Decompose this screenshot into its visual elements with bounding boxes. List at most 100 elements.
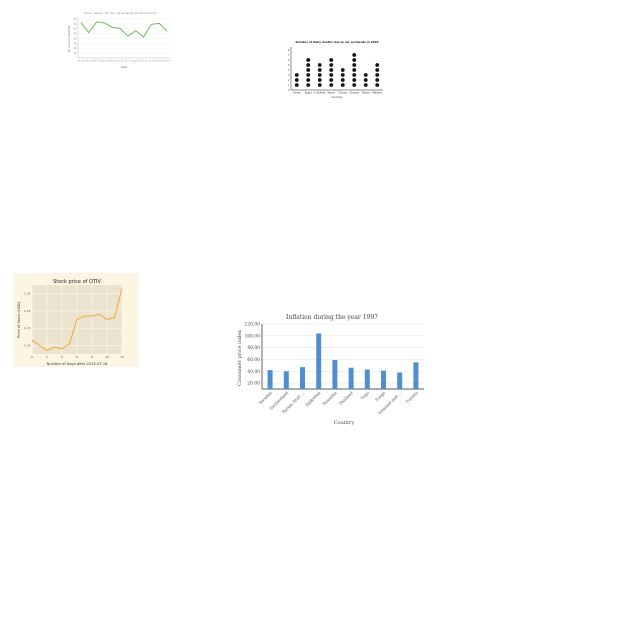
dot-3-1	[329, 83, 334, 87]
x-tick-label: Sweden	[258, 390, 273, 405]
x-tick-label: Apr-13	[101, 60, 108, 63]
y-tick-label: 3	[288, 74, 290, 77]
y-tick-label: 7	[288, 54, 290, 57]
dot-6-2	[363, 78, 368, 82]
y-tick-label: 2	[288, 79, 290, 82]
dot-6-3	[363, 73, 368, 77]
y-tick-label: 1.35	[24, 292, 31, 296]
x-axis-label: Number of Days after 2013-07-18	[47, 362, 109, 366]
y-tick-label: 70	[73, 23, 77, 26]
bar-6	[364, 369, 370, 389]
x-tick-label: Kenya	[328, 92, 336, 95]
x-tick-label: May-13	[109, 61, 117, 63]
dot-1-1	[306, 83, 311, 87]
x-tick-label: Tanzania	[321, 390, 338, 407]
y-tick-label: 50	[73, 33, 77, 36]
dot-0-3	[294, 73, 299, 77]
dot-2-4	[317, 68, 322, 72]
chart-inflation: Inflation during the year 1997 Country Con…	[234, 310, 430, 430]
x-tick-label: Oct-13	[148, 60, 155, 63]
dot-2-5	[317, 63, 322, 67]
dot-1-3	[306, 73, 311, 77]
x-tick-label: Thailand	[338, 390, 354, 406]
dot-7-4	[375, 68, 380, 72]
bar-8	[397, 372, 403, 389]
x-tick-label: 0	[31, 355, 33, 359]
y-tick-label: 1.15	[24, 326, 31, 330]
dot-5-5	[352, 63, 357, 67]
x-tick-label: 4	[61, 355, 63, 359]
x-tick-label: Tajikistan	[304, 390, 322, 408]
dot-1-5	[306, 63, 311, 67]
x-tick-label: Guyana	[350, 92, 360, 95]
x-tick-label: Jun-13	[116, 61, 124, 63]
dot-3-3	[329, 73, 334, 77]
chart-inflation-svg: Inflation during the year 1997 Country Con…	[237, 314, 424, 426]
bar-3	[316, 333, 322, 389]
chart-stock-price-svg: Stock price of OTIV Number of Days after …	[17, 279, 124, 366]
x-tick-label: 2	[46, 355, 48, 359]
chart-title: Stock price of OTIV	[53, 279, 101, 285]
series-line	[80, 21, 168, 38]
bar-9	[413, 362, 419, 389]
dot-4-1	[340, 83, 345, 87]
dot-2-3	[317, 73, 322, 77]
bar-7	[381, 370, 386, 389]
x-tick-label: 6	[76, 355, 78, 359]
x-tick-label: Sep-13	[140, 61, 148, 63]
dot-5-3	[352, 73, 357, 77]
chart-title: Number of Daily deaths due to car accide…	[295, 40, 378, 44]
x-axis-label: Date	[121, 65, 128, 69]
x-tick-label: Turkey	[293, 92, 301, 95]
dot-3-6	[329, 58, 334, 62]
x-tick-label: 12	[120, 355, 124, 359]
x-axis-label: Country	[334, 420, 355, 426]
chart-daily-deaths-svg: Number of Daily deaths due to car accide…	[288, 40, 383, 99]
dot-2-1	[317, 83, 322, 87]
dot-7-1	[375, 83, 380, 87]
bar-4	[332, 360, 338, 389]
x-tick-label: Jan-13	[77, 61, 85, 63]
y-tick-label: 4	[288, 69, 290, 72]
y-tick-label: 40.00	[247, 370, 260, 375]
dot-7-3	[375, 73, 380, 77]
dot-5-1	[352, 83, 357, 87]
x-tick-label: 8	[91, 355, 93, 359]
x-tick-label: Mar-13	[93, 60, 101, 63]
y-tick-label: 100.00	[245, 334, 261, 339]
y-tick-label: 60	[73, 28, 77, 31]
y-tick-label: 0	[288, 89, 290, 92]
bar-1	[283, 371, 289, 389]
x-tick-label: Ghana	[362, 92, 370, 95]
x-tick-label: Ir. Bahrain	[314, 92, 327, 95]
y-tick-label: 8	[288, 49, 290, 52]
y-tick-label: 10	[73, 52, 77, 55]
chart-title: Inflation during the year 1997	[286, 314, 378, 321]
chart-stock-price: Stock price of OTIV Number of Days after …	[14, 273, 138, 367]
chart-crude-price: Crude - Kenya - 1st Tier - Ag Group per …	[66, 8, 174, 70]
y-tick-label: 80.00	[247, 346, 260, 351]
chart-title: Crude - Kenya - 1st Tier - Ag Group per …	[84, 11, 157, 15]
dot-5-6	[352, 58, 357, 62]
dot-0-1	[294, 83, 299, 87]
x-tick-label: Togo	[360, 390, 371, 401]
x-tick-label: Egypt	[305, 92, 312, 95]
dot-5-4	[352, 68, 357, 72]
y-axis-label: Ag. Group Crude Price	[68, 25, 71, 52]
bar-0	[267, 370, 273, 389]
dot-7-5	[375, 63, 380, 67]
y-axis-label: Consumer price index	[237, 330, 243, 386]
dot-6-1	[363, 83, 368, 87]
dot-4-4	[340, 68, 345, 72]
dot-1-6	[306, 58, 311, 62]
y-tick-label: 60.00	[247, 358, 260, 363]
dot-5-2	[352, 78, 357, 82]
y-tick-label: 80	[73, 18, 77, 21]
y-tick-label: 40	[73, 37, 77, 40]
chart-crude-price-svg: Crude - Kenya - 1st Tier - Ag Group per …	[68, 11, 171, 69]
dot-0-2	[294, 78, 299, 82]
dot-2-2	[317, 78, 322, 82]
dot-1-2	[306, 78, 311, 82]
y-tick-label: 20	[73, 47, 77, 50]
y-tick-label: 1.05	[24, 343, 31, 347]
